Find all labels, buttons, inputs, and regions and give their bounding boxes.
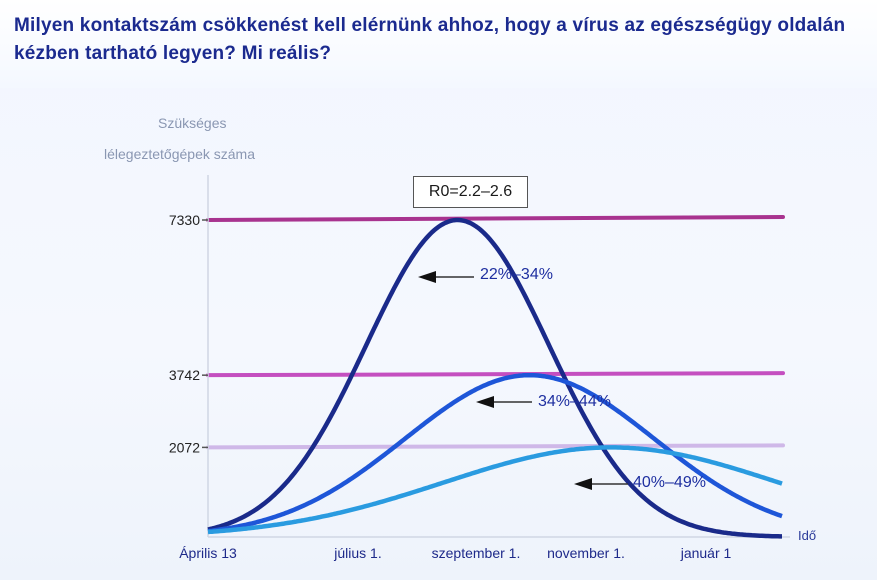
arrow-head-1 (476, 396, 494, 408)
series-label-34-44: 34%–44% (538, 393, 611, 410)
x-tick-label-0: Április 13 (179, 545, 237, 561)
series-label-22-34: 22%–34% (480, 266, 553, 283)
r0-annotation-box: R0=2.2–2.6 (413, 176, 528, 208)
y-axis-label-line1: Szükséges (158, 115, 227, 131)
axes (207, 175, 790, 538)
series-curves (207, 217, 783, 539)
series-label-40-49: 40%–49% (633, 474, 706, 491)
reference-line-2072 (206, 443, 785, 450)
arrow-head-0 (418, 271, 436, 283)
reference-lines (206, 215, 785, 450)
slide-title: Milyen kontaktszám csökkenést kell elérn… (14, 15, 846, 64)
series-curve-2 (207, 445, 783, 535)
y-tick-label-7330: 7330 (169, 212, 200, 228)
series-curve-1 (207, 372, 783, 534)
arrow-head-2 (574, 478, 592, 490)
y-axis-label-line2: lélegeztetőgépek száma (104, 146, 255, 162)
axis-ticks: 7330 3742 2072 Április 13 július 1. szeptembe… (169, 212, 732, 561)
y-tick-label-3742: 3742 (169, 367, 200, 383)
title-bar: Milyen kontaktszám csökkenést kell elérn… (0, 0, 877, 88)
reference-line-3742 (206, 371, 785, 378)
x-tick-label-3: november 1. (547, 545, 625, 561)
x-tick-label-4: január 1 (680, 545, 732, 561)
y-tick-label-2072: 2072 (169, 439, 200, 455)
series-curve-0 (207, 217, 783, 539)
reference-line-7330 (206, 215, 785, 222)
x-axis-label: Idő (798, 528, 817, 543)
x-tick-label-2: szeptember 1. (432, 545, 521, 561)
series-arrows (418, 271, 628, 490)
x-tick-label-1: július 1. (333, 545, 381, 561)
